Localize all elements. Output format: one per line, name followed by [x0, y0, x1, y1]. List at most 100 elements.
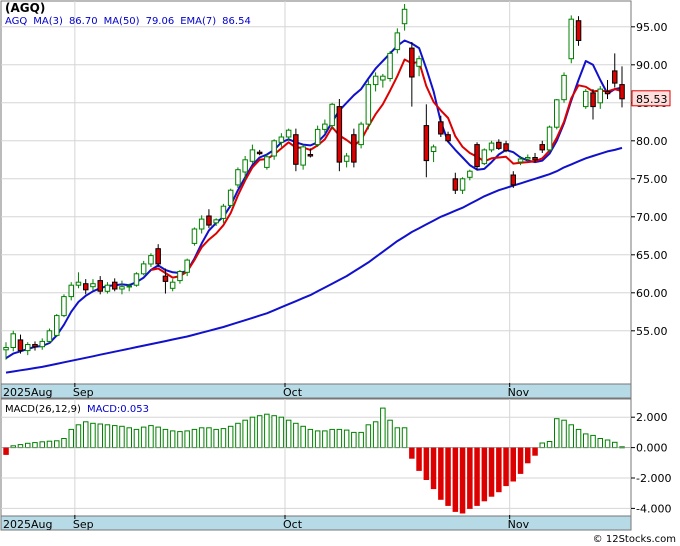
- macd-bar: [358, 431, 364, 449]
- macd-bar: [3, 447, 9, 455]
- price-tick-label: 55.00: [636, 325, 668, 338]
- candle-body: [539, 144, 545, 151]
- price-legend: AGQ MA(3) 86.70 MA(50) 79.06 EMA(7) 86.54: [5, 16, 251, 27]
- macd-bar: [604, 439, 611, 449]
- price-date-labels: 2025Aug Sep Oct Nov: [3, 383, 530, 399]
- candle-body: [481, 149, 488, 165]
- macd-bar: [206, 427, 212, 449]
- candle-body: [409, 47, 415, 78]
- macd-date-labels: 2025Aug Sep Oct Nov: [3, 515, 530, 531]
- price-tick-label: 90.00: [636, 59, 668, 72]
- candle-body: [75, 281, 82, 286]
- candle-body: [416, 58, 422, 67]
- macd-bar: [583, 433, 589, 449]
- macd-bar: [568, 424, 574, 449]
- macd-bar: [242, 419, 248, 449]
- candle-body: [467, 170, 473, 178]
- macd-bar: [430, 447, 437, 490]
- macd-tick-label: -2.000: [636, 472, 671, 485]
- candle-body: [372, 75, 379, 86]
- price-legend-item: AGQ: [5, 16, 27, 27]
- macd-bar: [184, 430, 190, 449]
- price-panel: 55.0060.0065.0070.0075.0080.0085.0090.00…: [0, 0, 671, 399]
- macd-bar: [285, 419, 292, 449]
- macd-bar: [83, 421, 89, 449]
- macd-bar: [539, 442, 545, 449]
- price-tick-label: 70.00: [636, 211, 668, 224]
- macd-bar: [119, 425, 125, 449]
- price-tick-label: 75.00: [636, 173, 668, 186]
- macd-bar: [300, 425, 306, 449]
- macd-bar: [351, 431, 357, 449]
- candle-body: [155, 248, 161, 265]
- candle-body: [329, 103, 335, 127]
- candle-body: [510, 174, 516, 186]
- macd-bar: [25, 442, 31, 449]
- ticker-symbol: (AGQ): [5, 1, 45, 15]
- candle-body: [575, 20, 582, 41]
- candle-body: [583, 90, 589, 108]
- candle-body: [525, 157, 531, 160]
- macd-bar: [365, 424, 372, 449]
- macd-bar: [343, 429, 350, 449]
- candle-body: [191, 228, 198, 244]
- candle-body: [561, 74, 567, 101]
- candle-body: [242, 159, 248, 173]
- ma50-line: [5, 146, 623, 374]
- candle-body: [532, 157, 538, 161]
- candle-body: [278, 136, 285, 143]
- candle-body: [169, 281, 176, 289]
- macd-bar: [97, 423, 103, 449]
- candle-body: [358, 123, 364, 146]
- candle-body: [496, 141, 502, 149]
- candle-body: [387, 52, 393, 80]
- macd-bar: [235, 422, 241, 449]
- candle-body: [46, 330, 53, 342]
- macd-date-strip: [0, 515, 632, 531]
- candle-body: [619, 84, 625, 100]
- candle-body: [184, 259, 190, 273]
- macd-bar: [307, 428, 314, 449]
- candle-body: [430, 146, 437, 152]
- candle-body: [336, 106, 343, 163]
- macd-bar: [133, 428, 140, 449]
- candle-body: [380, 75, 386, 81]
- macd-bar: [590, 434, 596, 449]
- macd-bar: [162, 428, 169, 449]
- candle-body: [604, 90, 611, 95]
- macd-bar: [467, 447, 473, 509]
- candle-body: [61, 296, 67, 317]
- candle-body: [32, 344, 38, 348]
- macd-axis: 2.000 0.000 -2.000 -4.000: [631, 411, 671, 515]
- candle-body: [133, 273, 140, 286]
- macd-bar: [372, 421, 379, 449]
- macd-bar: [227, 425, 234, 449]
- macd-bar: [546, 441, 553, 449]
- macd-bar: [409, 447, 415, 459]
- macd-bar: [525, 447, 531, 464]
- macd-bar: [575, 428, 582, 449]
- candle-body: [597, 88, 603, 104]
- macd-bar: [112, 425, 118, 449]
- macd-tick-label: -4.000: [636, 502, 671, 515]
- macd-bar: [256, 415, 263, 449]
- candle-body: [83, 283, 89, 291]
- price-legend-item: 86.54: [222, 16, 251, 27]
- macd-bar: [213, 428, 219, 449]
- macd-bar: [278, 416, 285, 449]
- macd-date-label: Sep: [73, 518, 94, 531]
- candle-body: [423, 125, 430, 162]
- candle-body: [206, 215, 212, 226]
- price-date-strip: [0, 383, 632, 399]
- macd-bar: [474, 447, 480, 506]
- macd-bar: [488, 447, 495, 497]
- candle-body: [488, 142, 495, 151]
- candle-body: [554, 99, 560, 128]
- macd-bar: [249, 416, 256, 449]
- macd-bar: [336, 428, 343, 449]
- macd-bar: [532, 447, 538, 456]
- macd-date-label: Oct: [283, 518, 303, 531]
- candle-body: [249, 149, 256, 162]
- macd-bar: [54, 440, 60, 449]
